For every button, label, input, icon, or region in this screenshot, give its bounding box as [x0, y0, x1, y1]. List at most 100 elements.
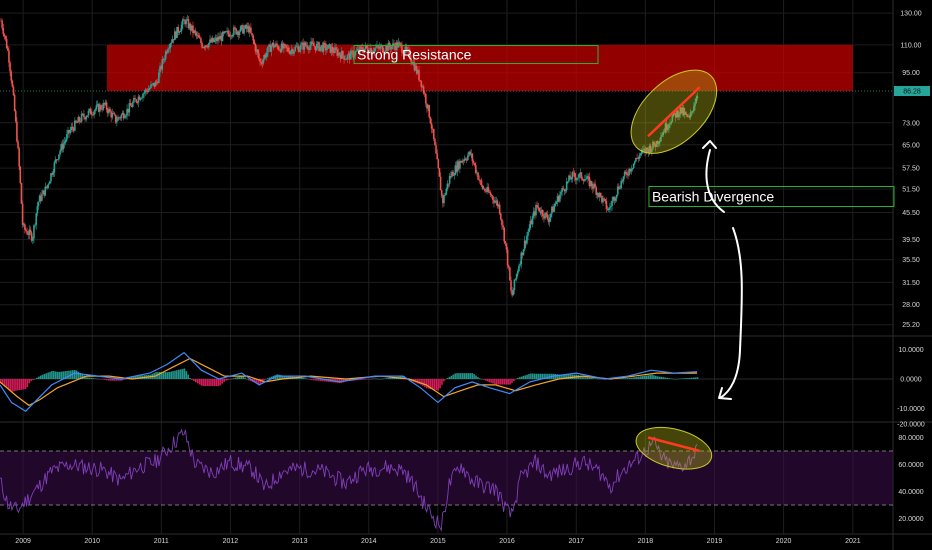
candle-body [436, 153, 438, 160]
candle [523, 235, 526, 251]
candle [634, 160, 636, 165]
macd-histogram-bar [539, 373, 542, 379]
candle [184, 19, 186, 27]
macd-histogram-bar [463, 373, 466, 379]
candle-body [52, 172, 55, 175]
macd-histogram-bar [598, 378, 600, 380]
candle-body [490, 195, 493, 196]
macd-histogram-bar [490, 379, 492, 383]
candle-body [415, 66, 418, 74]
candle [669, 119, 671, 129]
macd-histogram-bar [79, 372, 82, 379]
candle-body [439, 176, 442, 191]
candle [455, 160, 458, 174]
candle-body [482, 188, 485, 190]
macd-histogram-bar [196, 379, 199, 384]
candle-body [348, 53, 351, 60]
candle-body [250, 27, 252, 34]
candle-body [640, 150, 643, 154]
candle [133, 95, 135, 104]
candle-body [16, 121, 18, 142]
candle-body [63, 141, 66, 144]
candle-body [211, 38, 214, 43]
macd-histogram-bar [628, 378, 631, 379]
candle-body [241, 25, 243, 27]
macd-histogram-bar [49, 371, 51, 379]
candle [79, 117, 82, 123]
candle [350, 48, 352, 60]
candle-body [28, 229, 31, 236]
candle [601, 195, 603, 204]
candle-body [284, 43, 286, 45]
candle-body [189, 23, 192, 31]
candle-body [470, 153, 473, 155]
candle-body [494, 201, 496, 203]
candle-body [530, 220, 533, 225]
candle-body [319, 46, 321, 51]
candle [470, 149, 473, 159]
macd-histogram-bar [588, 377, 591, 379]
resistance-zone [106, 44, 853, 92]
candle-body [451, 171, 453, 177]
candle-body [32, 238, 34, 241]
candle [384, 50, 386, 56]
arrow-up-curve [705, 149, 725, 213]
candle [690, 110, 693, 117]
candle-body [34, 224, 36, 226]
candle [686, 114, 688, 118]
candle-body [281, 43, 284, 49]
candle [335, 43, 337, 51]
candle [253, 39, 256, 45]
macd-histogram-bar [643, 375, 646, 379]
rsi-trendline [647, 436, 701, 453]
candle [185, 16, 187, 28]
candle [368, 49, 370, 54]
candle [283, 41, 285, 54]
candle [652, 139, 654, 151]
candle [205, 45, 208, 48]
candle [201, 41, 203, 49]
candle [651, 148, 653, 156]
candle [532, 207, 535, 219]
candle [576, 178, 578, 185]
candle-body [206, 46, 209, 48]
candle [380, 43, 383, 49]
macd-histogram-bar [302, 378, 305, 379]
candle-body [138, 96, 141, 100]
candle-body [0, 20, 2, 22]
candle [149, 85, 151, 91]
macd-histogram-bar [596, 378, 598, 380]
candle [8, 45, 10, 68]
macd-histogram-bar [225, 379, 227, 381]
macd-histogram-bar [160, 372, 163, 379]
macd-histogram-bar [263, 379, 265, 381]
macd-histogram-bar [558, 374, 561, 379]
candle [572, 168, 575, 177]
candle [191, 25, 193, 33]
candle [336, 46, 339, 59]
macd-histogram-bar [92, 378, 95, 379]
candle-body [67, 130, 69, 135]
candle-body [164, 51, 167, 59]
candle [87, 108, 90, 119]
candle [620, 177, 622, 190]
candle-body [572, 172, 575, 174]
candle-body [512, 290, 515, 296]
macd-histogram-bar [140, 375, 142, 379]
candle-body [127, 108, 130, 113]
macd-histogram-bar [371, 378, 373, 380]
macd-histogram-bar [367, 379, 369, 380]
macd-histogram-bar [566, 374, 568, 379]
macd-histogram-bar [365, 379, 367, 380]
candle [431, 125, 434, 134]
macd-histogram-bar [378, 378, 381, 380]
y-tick-label: 51.50 [902, 187, 920, 194]
candle-body [492, 195, 494, 200]
candle [62, 139, 65, 153]
candle [161, 55, 164, 74]
candle [241, 24, 243, 31]
candle [376, 40, 378, 49]
candle [59, 149, 61, 158]
candle [262, 54, 265, 66]
